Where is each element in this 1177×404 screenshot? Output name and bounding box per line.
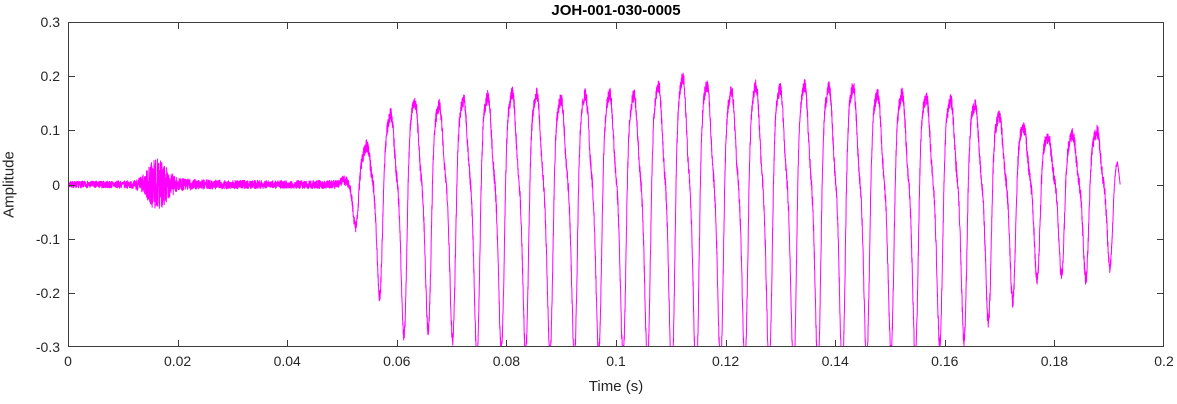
x-tick-label: 0.04 (273, 353, 301, 369)
y-tick-label: 0 (52, 176, 60, 193)
x-tick-label: 0.16 (931, 353, 959, 369)
x-axis-label: Time (s) (588, 378, 644, 395)
plot-title: JOH-001-030-0005 (551, 2, 681, 19)
x-tick-label: 0.14 (821, 353, 849, 369)
x-tick-label: 0.06 (383, 353, 411, 369)
x-tick-label: 0.02 (163, 353, 192, 369)
x-tick-label: 0 (64, 353, 72, 369)
y-tick-label: -0.2 (35, 284, 60, 301)
y-tick-label: 0.1 (40, 122, 60, 139)
y-tick-label: 0.3 (40, 14, 60, 30)
y-tick-label: 0.2 (40, 68, 60, 85)
y-tick-label: -0.1 (35, 230, 60, 247)
x-tick-label: 0.18 (1040, 353, 1069, 369)
x-tick-label: 0.2 (1154, 353, 1174, 369)
x-tick-label: 0.1 (606, 353, 626, 369)
plot-area (68, 22, 1164, 347)
x-tick-label: 0.08 (492, 353, 521, 369)
y-tick-label: -0.3 (35, 339, 60, 355)
waveform-canvas (68, 22, 1164, 347)
x-tick-label: 0.12 (711, 353, 740, 369)
